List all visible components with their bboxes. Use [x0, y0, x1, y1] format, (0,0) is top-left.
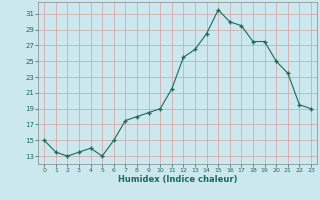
X-axis label: Humidex (Indice chaleur): Humidex (Indice chaleur) — [118, 175, 237, 184]
